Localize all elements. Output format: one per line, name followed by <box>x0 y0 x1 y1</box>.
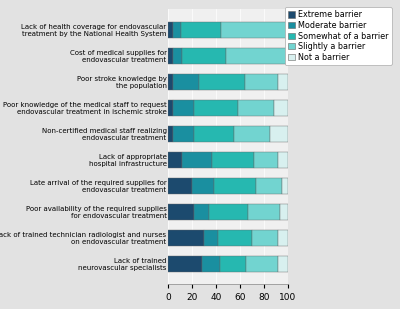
Bar <box>168 48 173 64</box>
Bar <box>220 256 246 272</box>
Bar <box>182 152 212 168</box>
Bar <box>194 100 238 116</box>
Bar <box>214 178 256 194</box>
Bar <box>212 152 254 168</box>
Bar <box>278 74 288 90</box>
Bar <box>194 204 209 220</box>
Bar <box>168 126 173 142</box>
Legend: Extreme barrier, Moderate barrier, Somewhat of a barrier, Slightly a barrier, No: Extreme barrier, Moderate barrier, Somew… <box>284 7 392 65</box>
Bar <box>168 230 204 246</box>
Bar <box>168 74 173 90</box>
Bar <box>199 74 245 90</box>
Bar <box>168 152 182 168</box>
Bar <box>254 152 278 168</box>
Bar <box>173 74 199 90</box>
Bar <box>246 256 278 272</box>
Bar <box>278 152 288 168</box>
Bar <box>282 178 288 194</box>
Bar <box>173 48 182 64</box>
Bar <box>221 22 288 38</box>
Bar <box>256 178 282 194</box>
Bar <box>202 256 220 272</box>
Bar <box>182 48 226 64</box>
Bar <box>168 22 173 38</box>
Bar <box>194 126 234 142</box>
Bar <box>218 230 252 246</box>
Bar <box>280 204 288 220</box>
Bar <box>209 204 248 220</box>
Bar <box>278 256 288 272</box>
Bar <box>226 48 288 64</box>
Bar <box>248 204 280 220</box>
Bar <box>168 100 173 116</box>
Bar <box>168 178 192 194</box>
Bar <box>173 22 181 38</box>
Bar <box>238 100 274 116</box>
Bar <box>173 100 194 116</box>
Bar <box>173 126 194 142</box>
Bar <box>270 126 288 142</box>
Bar <box>168 204 194 220</box>
Bar <box>252 230 278 246</box>
Bar <box>204 230 218 246</box>
Bar <box>181 22 221 38</box>
Bar <box>245 74 278 90</box>
Bar <box>274 100 288 116</box>
Bar <box>168 256 202 272</box>
Bar <box>278 230 288 246</box>
Bar <box>234 126 270 142</box>
Bar <box>192 178 214 194</box>
